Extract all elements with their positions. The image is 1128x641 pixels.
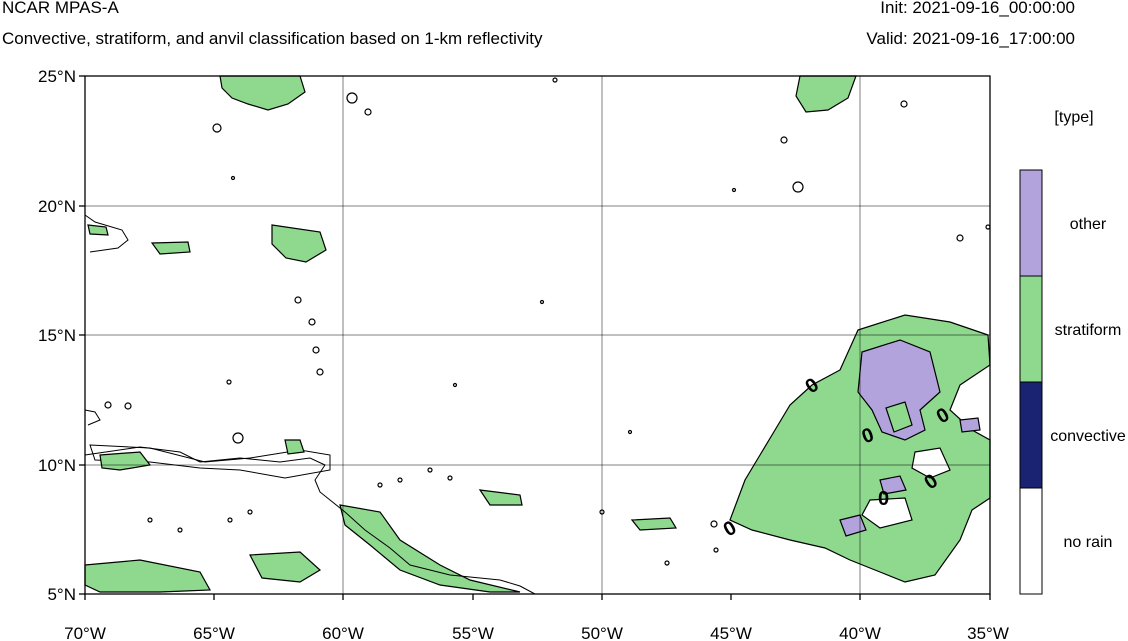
legend-label-stratiform: stratiform (1055, 322, 1122, 339)
valid-time: Valid: 2021-09-16_17:00:00 (866, 29, 1075, 48)
coastline (84, 214, 536, 595)
x-tick-label: 35°W (967, 624, 1009, 641)
gridlines (85, 76, 990, 594)
x-tick-label: 45°W (710, 624, 752, 641)
map-title: NCAR MPAS-A (2, 0, 119, 17)
x-tick-label: 40°W (839, 624, 881, 641)
legend: [type] other stratiform convective no ra… (1019, 109, 1126, 595)
init-time: Init: 2021-09-16_00:00:00 (880, 0, 1075, 17)
legend-title: [type] (1054, 109, 1093, 126)
y-tick-label: 10°N (38, 456, 76, 475)
x-tick-label: 60°W (322, 624, 364, 641)
y-tick-label: 20°N (38, 197, 76, 216)
contour-label: 0 (878, 488, 889, 510)
y-axis-labels: 25°N 20°N 15°N 10°N 5°N (38, 67, 76, 604)
y-tick-label: 15°N (38, 326, 76, 345)
x-tick-label: 55°W (452, 624, 494, 641)
legend-label-other: other (1070, 216, 1107, 233)
y-tick-label: 25°N (38, 67, 76, 86)
legend-swatch-no-rain (1019, 487, 1043, 595)
rain-field (84, 75, 991, 593)
x-tick-label: 50°W (581, 624, 623, 641)
x-tick-label: 65°W (193, 624, 235, 641)
y-tick-label: 5°N (47, 585, 76, 604)
legend-swatch-stratiform (1019, 275, 1043, 383)
legend-label-no-rain: no rain (1064, 534, 1113, 551)
legend-swatch-convective (1019, 381, 1043, 489)
scattered-cells (104, 77, 991, 566)
x-tick-label: 70°W (64, 624, 106, 641)
legend-swatch-other (1019, 169, 1043, 277)
map-subtitle: Convective, stratiform, and anvil classi… (2, 29, 543, 48)
x-axis-labels: 70°W 65°W 60°W 55°W 50°W 45°W 40°W 35°W (64, 624, 1009, 641)
legend-label-convective: convective (1050, 428, 1126, 445)
map-frame (79, 75, 991, 600)
